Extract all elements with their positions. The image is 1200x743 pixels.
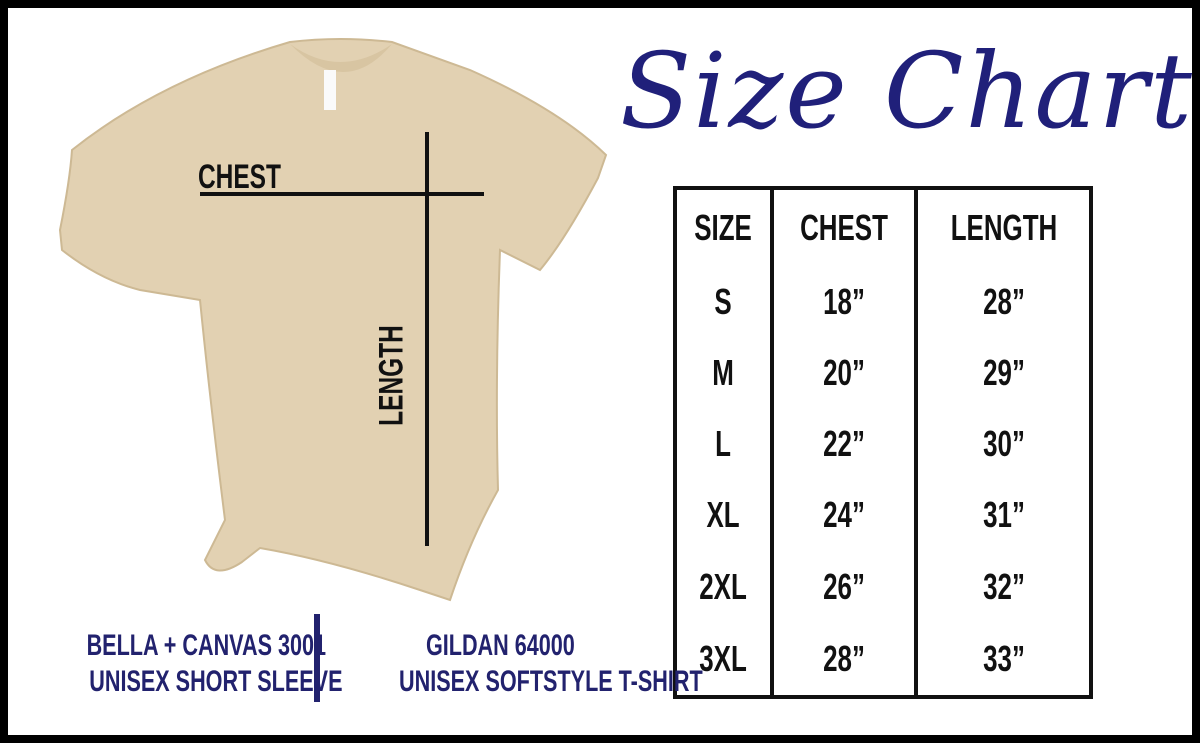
brand-bella-canvas: BELLA + CANVAS 3001 UNISEX SHORT SLEEVE — [86, 629, 343, 698]
tshirt-collar — [290, 44, 392, 72]
table-row: XL 24” 31” — [673, 479, 1093, 552]
brand-divider — [314, 614, 320, 702]
table-header-row: SIZE CHEST LENGTH — [673, 188, 1093, 266]
header-size: SIZE — [673, 188, 774, 266]
table-row: M 20” 29” — [673, 337, 1093, 409]
cell-chest: 24” — [769, 479, 919, 552]
cell-size: 2XL — [673, 551, 774, 623]
chest-label: CHEST — [198, 158, 281, 196]
cell-chest: 22” — [769, 408, 919, 480]
shirt-tag — [324, 70, 336, 110]
header-length: LENGTH — [914, 188, 1093, 266]
size-table: SIZE CHEST LENGTH S 18” 28” M 20” 29” L 22” 30” X… — [673, 186, 1093, 699]
page-title: Size Chart — [620, 30, 1194, 152]
table-row: 2XL 26” 32” — [673, 551, 1093, 623]
tshirt-image — [58, 38, 608, 602]
cell-length: 28” — [914, 266, 1093, 338]
cell-size: M — [673, 337, 774, 409]
table-row: S 18” 28” — [673, 266, 1093, 338]
cell-chest: 20” — [769, 337, 919, 409]
table-row: 3XL 28” 33” — [673, 622, 1093, 697]
cell-size: XL — [673, 479, 774, 552]
cell-length: 31” — [914, 479, 1093, 552]
cell-chest: 26” — [769, 551, 919, 623]
cell-length: 32” — [914, 551, 1093, 623]
header-chest: CHEST — [769, 188, 919, 266]
cell-length: 29” — [914, 337, 1093, 409]
brand-gildan: GILDAN 64000 UNISEX SOFTSTYLE T-SHIRT — [399, 629, 703, 698]
cell-chest: 18” — [769, 266, 919, 338]
cell-size: 3XL — [673, 622, 774, 697]
cell-length: 33” — [914, 622, 1093, 697]
table-row: L 22” 30” — [673, 408, 1093, 480]
cell-size: S — [673, 266, 774, 338]
length-label: LENGTH — [372, 325, 411, 426]
cell-size: L — [673, 408, 774, 480]
cell-chest: 28” — [769, 622, 919, 697]
cell-length: 30” — [914, 408, 1093, 480]
